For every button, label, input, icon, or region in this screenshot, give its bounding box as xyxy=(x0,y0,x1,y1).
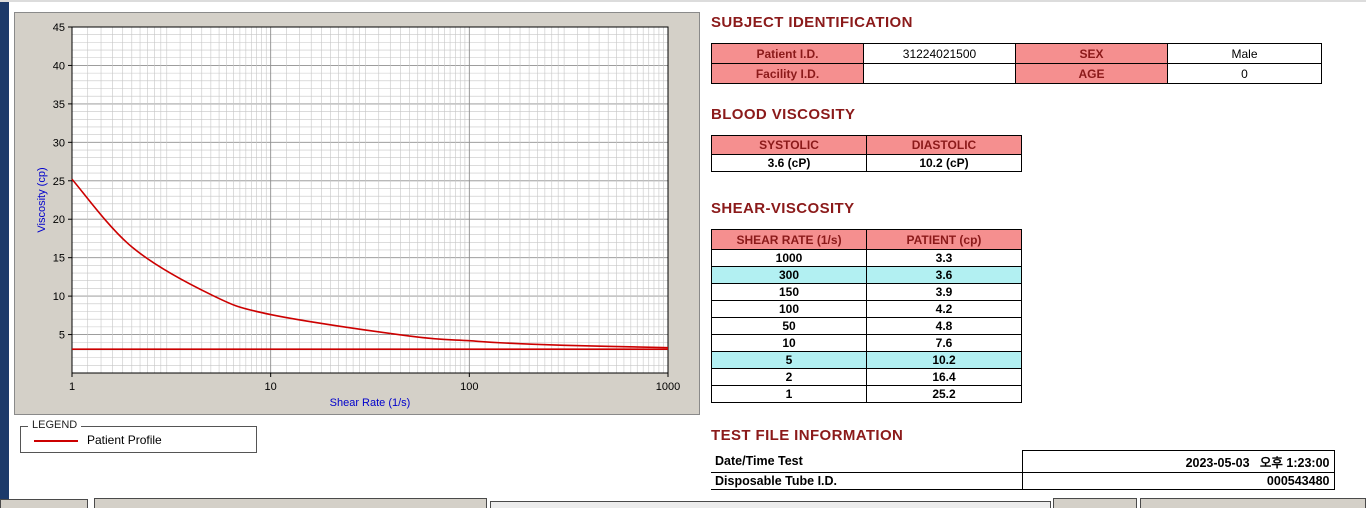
svg-text:40: 40 xyxy=(53,60,65,72)
patient-viscosity-value: 10.2 xyxy=(866,351,1022,369)
patient-id-value: 31224021500 xyxy=(863,43,1016,64)
table-row: Disposable Tube I.D. 000543480 xyxy=(711,472,1335,490)
shear-rate-value: 5 xyxy=(711,351,867,369)
shear-viscosity-table: SHEAR RATE (1/s) PATIENT (cp) 1000 3.3 3… xyxy=(711,229,1022,403)
shear-rate-value: 10 xyxy=(711,334,867,352)
background-window-fragment[interactable] xyxy=(1140,498,1366,508)
svg-text:15: 15 xyxy=(53,253,65,265)
shear-viscosity-section: SHEAR-VISCOSITY SHEAR RATE (1/s) PATIENT… xyxy=(711,200,1022,403)
patient-viscosity-value: 4.8 xyxy=(866,317,1022,335)
shear-viscosity-chart: 5 10 15 20 25 30 35 40 45 1 10 100 1000 Shear Rate (1… xyxy=(36,22,680,409)
age-value: 0 xyxy=(1167,63,1322,84)
svg-text:100: 100 xyxy=(460,381,478,393)
shear-viscosity-title: SHEAR-VISCOSITY xyxy=(711,200,855,217)
shear-row: 1 25.2 xyxy=(711,385,1022,403)
chart-legend: LEGEND Patient Profile xyxy=(20,419,257,453)
patient-viscosity-value: 7.6 xyxy=(866,334,1022,352)
svg-text:Viscosity (cp): Viscosity (cp) xyxy=(36,167,48,232)
disposable-tube-id-value: 000543480 xyxy=(1021,472,1335,490)
shear-rate-value: 300 xyxy=(711,266,867,284)
date-time-test-value: 2023-05-03 오후 1:23:00 xyxy=(1021,450,1335,473)
patient-viscosity-value: 25.2 xyxy=(866,385,1022,403)
svg-text:1: 1 xyxy=(69,381,75,393)
shear-row: 50 4.8 xyxy=(711,317,1022,335)
test-file-information-title: TEST FILE INFORMATION xyxy=(711,427,904,444)
diastolic-header: DIASTOLIC xyxy=(866,135,1022,155)
table-row: Facility I.D. AGE 0 xyxy=(711,63,1322,84)
subject-identification-section: SUBJECT IDENTIFICATION Patient I.D. 3122… xyxy=(711,14,1322,84)
shear-rate-value: 100 xyxy=(711,300,867,318)
patient-viscosity-value: 4.2 xyxy=(866,300,1022,318)
shear-rate-value: 2 xyxy=(711,368,867,386)
blood-viscosity-table: SYSTOLIC DIASTOLIC 3.6 (cP) 10.2 (cP) xyxy=(711,135,1022,172)
shear-row: 150 3.9 xyxy=(711,283,1022,301)
subject-identification-title: SUBJECT IDENTIFICATION xyxy=(711,14,913,31)
svg-text:35: 35 xyxy=(53,99,65,111)
patient-viscosity-value: 3.3 xyxy=(866,249,1022,267)
legend-box-label: LEGEND xyxy=(28,419,82,431)
viscosity-chart-panel: 5 10 15 20 25 30 35 40 45 1 10 100 1000 Shear Rate (1… xyxy=(14,12,700,415)
shear-rate-value: 1 xyxy=(711,385,867,403)
shear-row: 1000 3.3 xyxy=(711,249,1022,267)
svg-text:1000: 1000 xyxy=(656,381,680,393)
diastolic-value: 10.2 (cP) xyxy=(866,154,1022,172)
svg-text:25: 25 xyxy=(53,176,65,188)
shear-rate-value: 50 xyxy=(711,317,867,335)
window-edge-left xyxy=(0,2,9,508)
test-file-information-section: TEST FILE INFORMATION Date/Time Test 202… xyxy=(711,427,1335,490)
svg-text:45: 45 xyxy=(53,22,65,34)
systolic-value: 3.6 (cP) xyxy=(711,154,867,172)
patient-viscosity-value: 3.9 xyxy=(866,283,1022,301)
patient-viscosity-value: 16.4 xyxy=(866,368,1022,386)
subject-identification-table: Patient I.D. 31224021500 SEX Male Facili… xyxy=(711,43,1322,84)
patient-cp-header: PATIENT (cp) xyxy=(866,229,1022,250)
svg-text:20: 20 xyxy=(53,214,65,226)
shear-row: 2 16.4 xyxy=(711,368,1022,386)
svg-text:30: 30 xyxy=(53,137,65,149)
background-window-fragment[interactable] xyxy=(0,499,88,508)
age-label: AGE xyxy=(1015,63,1168,84)
table-row: SHEAR RATE (1/s) PATIENT (cp) xyxy=(711,229,1022,250)
svg-text:10: 10 xyxy=(265,381,277,393)
svg-text:Shear Rate (1/s): Shear Rate (1/s) xyxy=(330,397,411,409)
background-window-fragment[interactable] xyxy=(94,498,487,508)
table-row: Date/Time Test 2023-05-03 오후 1:23:00 xyxy=(711,450,1335,473)
sex-value: Male xyxy=(1167,43,1322,64)
patient-id-label: Patient I.D. xyxy=(711,43,864,64)
svg-text:10: 10 xyxy=(53,291,65,303)
facility-id-label: Facility I.D. xyxy=(711,63,864,84)
legend-line-sample xyxy=(34,440,78,442)
shear-rate-value: 1000 xyxy=(711,249,867,267)
background-window-fragment[interactable] xyxy=(1053,498,1137,508)
systolic-header: SYSTOLIC xyxy=(711,135,867,155)
shear-row: 5 10.2 xyxy=(711,351,1022,369)
facility-id-value xyxy=(863,63,1016,84)
date-time-test-label: Date/Time Test xyxy=(711,450,1022,473)
blood-viscosity-title: BLOOD VISCOSITY xyxy=(711,106,856,123)
legend-series-label: Patient Profile xyxy=(87,433,162,447)
shear-rate-header: SHEAR RATE (1/s) xyxy=(711,229,867,250)
patient-viscosity-value: 3.6 xyxy=(866,266,1022,284)
svg-text:5: 5 xyxy=(59,330,65,342)
blood-viscosity-section: BLOOD VISCOSITY SYSTOLIC DIASTOLIC 3.6 (… xyxy=(711,106,1022,172)
shear-row: 100 4.2 xyxy=(711,300,1022,318)
table-row: SYSTOLIC DIASTOLIC xyxy=(711,135,1022,155)
shear-row: 10 7.6 xyxy=(711,334,1022,352)
test-file-information-table: Date/Time Test 2023-05-03 오후 1:23:00 Dis… xyxy=(711,450,1335,490)
table-row: 3.6 (cP) 10.2 (cP) xyxy=(711,154,1022,172)
background-window-fragment[interactable] xyxy=(490,501,1051,508)
table-row: Patient I.D. 31224021500 SEX Male xyxy=(711,43,1322,64)
shear-row: 300 3.6 xyxy=(711,266,1022,284)
disposable-tube-id-label: Disposable Tube I.D. xyxy=(711,472,1022,490)
shear-rate-value: 150 xyxy=(711,283,867,301)
sex-label: SEX xyxy=(1015,43,1168,64)
